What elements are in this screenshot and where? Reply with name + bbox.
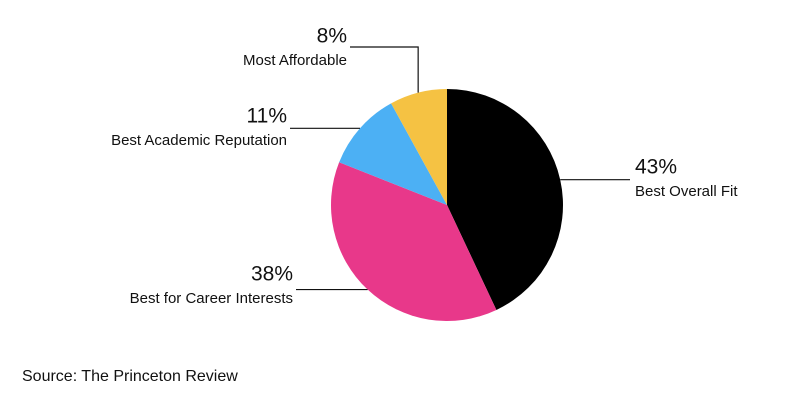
- value-label: 11%: [247, 105, 287, 128]
- pie-slice: [447, 88, 564, 310]
- value-label: 43%: [635, 156, 677, 179]
- category-label: Best Overall Fit: [635, 183, 738, 200]
- value-label: 38%: [251, 263, 293, 286]
- leader-line: [350, 46, 419, 93]
- pie-slice: [339, 103, 447, 205]
- pie-slice: [391, 89, 447, 205]
- category-label: Best for Career Interests: [130, 290, 293, 307]
- pie-slice: [331, 162, 497, 321]
- category-label: Best Academic Reputation: [111, 132, 287, 149]
- source: Source: The Princeton Review: [22, 368, 238, 385]
- value-label: 8%: [317, 25, 347, 48]
- category-label: Most Affordable: [243, 52, 347, 69]
